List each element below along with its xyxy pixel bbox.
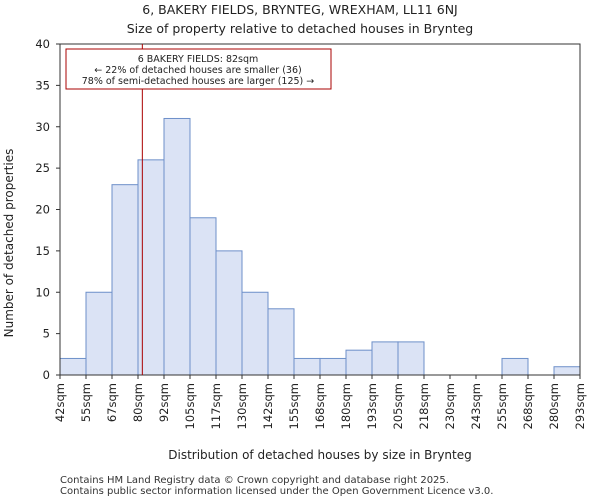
x-tick-label: 180sqm: [339, 383, 353, 429]
y-tick-label: 20: [35, 203, 50, 217]
x-tick-label: 168sqm: [313, 383, 327, 429]
y-tick-label: 30: [35, 120, 50, 134]
footer-line1: Contains HM Land Registry data © Crown c…: [60, 475, 449, 486]
y-tick-label: 5: [43, 327, 50, 341]
bar-142sqm: [267, 308, 295, 376]
x-tick-label: 293sqm: [573, 383, 587, 429]
annotation-box: [65, 48, 332, 90]
chart-title-line2: Size of property relative to detached ho…: [127, 21, 473, 36]
x-tick-label: 155sqm: [287, 383, 301, 429]
bar-168sqm: [319, 357, 347, 376]
y-tick-label: 10: [35, 285, 50, 299]
annotation-line3: 78% of semi-detached houses are larger (…: [82, 76, 315, 87]
bar-193sqm: [371, 341, 399, 376]
x-tick-label: 218sqm: [417, 383, 431, 429]
bar-130sqm: [241, 291, 269, 376]
bar-105sqm: [189, 217, 217, 376]
x-axis-label: Distribution of detached houses by size …: [168, 448, 471, 462]
x-tick-label: 205sqm: [391, 383, 405, 429]
bar-67sqm: [111, 184, 139, 376]
bar-255sqm: [501, 357, 529, 376]
x-tick-label: 268sqm: [521, 383, 535, 429]
x-tick-label: 67sqm: [105, 383, 119, 422]
x-tick-label: 55sqm: [79, 383, 93, 422]
bar-92sqm: [163, 117, 191, 376]
x-tick-label: 117sqm: [209, 383, 223, 429]
x-tick-label: 193sqm: [365, 383, 379, 429]
annotation-line2: ← 22% of detached houses are smaller (36…: [94, 65, 301, 76]
chart-title-line1: 6, BAKERY FIELDS, BRYNTEG, WREXHAM, LL11…: [142, 2, 457, 17]
y-tick-label: 0: [43, 368, 50, 382]
x-tick-label: 255sqm: [495, 383, 509, 429]
bar-42sqm: [59, 357, 87, 376]
bars-group: [59, 117, 581, 376]
bar-155sqm: [293, 357, 321, 376]
bar-280sqm: [553, 366, 581, 376]
x-ticks-group: 42sqm 55sqm 67sqm 80sqm 92sqm 105sqm 117sqm 130…: [53, 375, 587, 429]
x-tick-label: 80sqm: [131, 383, 145, 422]
bar-205sqm: [397, 341, 425, 376]
y-tick-label: 15: [35, 244, 50, 258]
x-tick-label: 280sqm: [547, 383, 561, 429]
bar-55sqm: [85, 291, 113, 376]
bar-117sqm: [215, 250, 243, 376]
x-tick-label: 105sqm: [183, 383, 197, 429]
x-tick-label: 243sqm: [469, 383, 483, 429]
x-tick-label: 92sqm: [157, 383, 171, 422]
annotation-line1: 6 BAKERY FIELDS: 82sqm: [138, 54, 259, 65]
bar-180sqm: [345, 349, 373, 376]
x-tick-label: 230sqm: [443, 383, 457, 429]
y-tick-label: 35: [35, 78, 50, 92]
y-tick-label: 40: [35, 37, 50, 51]
x-tick-label: 42sqm: [53, 383, 67, 422]
y-axis-label: Number of detached properties: [2, 149, 16, 338]
footer-line2: Contains public sector information licen…: [60, 486, 493, 497]
x-tick-label: 142sqm: [261, 383, 275, 429]
plot-frame: [59, 43, 581, 376]
y-tick-label: 25: [35, 161, 50, 175]
x-tick-label: 130sqm: [235, 383, 249, 429]
y-ticks-group: 0 5 10 15 20 25 30 35 40: [35, 37, 60, 382]
